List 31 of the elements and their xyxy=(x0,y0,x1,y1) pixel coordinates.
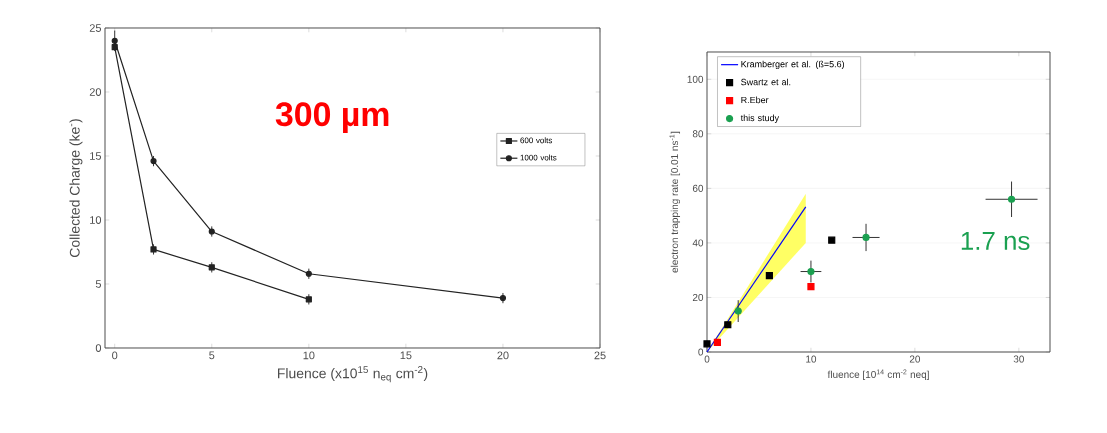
y-tick-label: 10 xyxy=(90,216,102,224)
y-tick-label: 40 xyxy=(692,239,704,247)
annotation: 1.7 ns xyxy=(961,231,1030,251)
x-tick-label: 20 xyxy=(909,355,921,363)
legend-label: Swartz et al. xyxy=(741,78,791,86)
x-tick-label: 20 xyxy=(497,351,509,360)
x-axis-title: Fluence (x10$^{15}$ n$_{eq}$ cm$^{-2}$) xyxy=(278,366,428,383)
legend-label: Kramberger et al. (ß=5.6) xyxy=(741,60,845,70)
y-tick-label: 100 xyxy=(687,75,704,83)
x-tick-label: 25 xyxy=(594,351,606,360)
y-tick-label: 0 xyxy=(95,344,102,352)
x-tick-label: 10 xyxy=(303,351,315,360)
y-tick-label: 15 xyxy=(90,152,102,160)
x-tick-label: 0 xyxy=(704,355,710,363)
annotation: 300 µm xyxy=(275,102,389,133)
legend-label: this study xyxy=(740,114,780,123)
x-tick-label: 30 xyxy=(1013,355,1024,363)
y-tick-label: 20 xyxy=(692,293,704,301)
y-tick-label: 20 xyxy=(89,88,102,96)
y-axis-title: electron trapping rate [0.01 ns$^{-1}$] xyxy=(669,131,681,273)
legend-label: R.Eber xyxy=(741,96,769,104)
y-tick-label: 5 xyxy=(95,280,102,288)
y-axis-title: Collected Charge (ke$^{-}$) xyxy=(69,119,83,257)
x-tick-label: 10 xyxy=(806,355,817,363)
x-tick-label: 0 xyxy=(112,351,118,360)
x-tick-label: 15 xyxy=(400,351,412,360)
x-tick-label: 5 xyxy=(209,351,215,360)
y-tick-label: 60 xyxy=(692,184,704,192)
x-axis-title: fluence [10$^{14}$ cm$^{-2}$ neq] xyxy=(827,369,929,380)
y-tick-label: 80 xyxy=(692,130,704,138)
y-tick-label: 25 xyxy=(89,24,102,32)
